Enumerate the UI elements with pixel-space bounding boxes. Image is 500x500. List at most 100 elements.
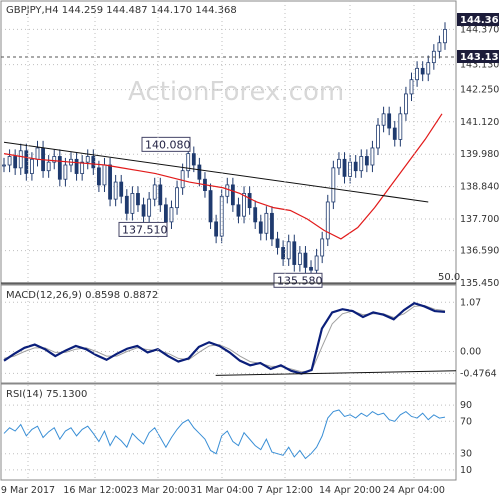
level-tag: 143.130: [457, 50, 500, 63]
candle-body: [18, 150, 23, 169]
macd-grid: [1, 301, 456, 374]
candle-body: [30, 158, 34, 174]
rsi-grid: [1, 404, 456, 471]
rsi-y-ticks: 90 70 30 10: [460, 400, 472, 476]
candle-body: [57, 156, 62, 180]
candle-body: [13, 156, 18, 169]
last-price-tag: 144.368: [457, 13, 500, 26]
macd-tick-label: 1.07: [460, 297, 481, 308]
candle-body: [258, 221, 263, 234]
candle-body: [191, 153, 196, 166]
rsi-tick-label: 10: [460, 465, 472, 476]
candle-body: [74, 158, 79, 174]
price-tick-label: 144.370: [460, 24, 499, 35]
price-tick-label: 141.120: [460, 117, 499, 128]
candle-body: [197, 164, 202, 180]
candle-body: [24, 150, 29, 174]
candle-body: [208, 190, 213, 223]
candle-body: [108, 164, 112, 200]
watermark: ActionForex.com: [128, 77, 344, 107]
candle-body: [96, 167, 101, 186]
macd-y-ticks: 1.07 0.00 -0.4764: [460, 297, 497, 379]
price-tick-label: 135.450: [460, 278, 499, 289]
candle-body: [292, 241, 297, 265]
candle-body: [2, 164, 6, 167]
candle-body: [342, 158, 347, 177]
x-axis-ticks: 9 Mar 2017 16 Mar 12:00 23 Mar 20:00 31 Mar…: [1, 1, 445, 496]
rsi-panel-frame: [0, 383, 457, 481]
candle-body: [359, 156, 364, 172]
price-panel-frame: [0, 0, 457, 285]
callout-label: 140.080: [145, 138, 191, 151]
trendline: [3, 141, 429, 203]
rsi-tick-label: 30: [460, 449, 472, 460]
svg-text:144.368: 144.368: [460, 15, 500, 26]
candle-body: [286, 241, 291, 260]
candle-body: [376, 124, 380, 149]
candle-body: [102, 164, 107, 186]
x-tick-label: 23 Mar 20:00: [126, 485, 189, 496]
candle-body: [426, 62, 431, 75]
macd-divergence-line: [215, 370, 457, 376]
candle-body: [381, 113, 386, 126]
candle-body: [219, 195, 224, 237]
rsi-line: [3, 409, 446, 460]
price-tick-label: 142.250: [460, 85, 499, 96]
candle-body: [130, 193, 135, 214]
candle-body: [437, 42, 442, 52]
price-grid: [1, 28, 456, 284]
candle-body: [147, 198, 152, 217]
macd-title: MACD(12,26,9) 0.8598 0.8872: [6, 290, 158, 301]
candle-body: [230, 184, 235, 206]
candle-body: [180, 170, 185, 189]
candle-body: [331, 167, 336, 203]
candle-body: [136, 193, 140, 206]
candle-body: [297, 252, 302, 265]
candle-body: [247, 193, 252, 209]
macd-signal-line: [3, 305, 446, 373]
candle-body: [325, 201, 330, 240]
candle-body: [270, 212, 274, 240]
callout-label: 135.580: [277, 274, 323, 287]
candle-body: [186, 153, 191, 172]
candle-body: [152, 184, 157, 200]
price-tick-label: 138.840: [460, 182, 499, 193]
callout-box: [273, 272, 323, 288]
candle-body: [387, 113, 392, 129]
candle-body: [35, 147, 40, 160]
fib-label: 50.0: [438, 272, 460, 283]
candle-body: [443, 28, 447, 44]
price-candles: [2, 22, 447, 278]
candle-body: [91, 156, 96, 169]
candle-body: [225, 184, 230, 197]
x-tick-label: 24 Apr 04:00: [383, 485, 445, 496]
candle-body: [320, 238, 325, 257]
candle-body: [141, 204, 146, 217]
candle-body: [398, 113, 403, 140]
candle-body: [175, 187, 179, 209]
moving-average-line: [3, 113, 443, 240]
candle-body: [409, 79, 414, 95]
candle-body: [404, 93, 408, 115]
x-tick-label: 9 Mar 2017: [1, 485, 55, 496]
candle-body: [275, 238, 280, 248]
price-tick-label: 143.130: [460, 60, 499, 71]
macd-line: [3, 302, 446, 375]
callout-label: 137.510: [122, 223, 168, 236]
rsi-tick-label: 70: [460, 416, 472, 427]
callout-box: [141, 136, 191, 152]
x-tick-label: 14 Apr 20:00: [319, 485, 381, 496]
price-callouts: 140.080 137.510 135.580: [118, 136, 323, 288]
candle-body: [353, 161, 358, 172]
candle-body: [242, 193, 246, 217]
symbol-header: GBPJPY,H4 144.259 144.487 144.170 144.36…: [6, 5, 237, 16]
price-tick-label: 139.980: [460, 149, 499, 160]
price-tick-label: 136.590: [460, 246, 499, 257]
candle-body: [7, 156, 12, 166]
rsi-tick-label: 90: [460, 400, 472, 411]
candle-body: [415, 67, 419, 81]
candle-body: [119, 181, 124, 197]
candle-body: [337, 158, 341, 169]
candle-body: [253, 207, 258, 223]
price-y-ticks: 144.370 143.130 142.250 141.120 139.980 138.8…: [460, 24, 499, 289]
